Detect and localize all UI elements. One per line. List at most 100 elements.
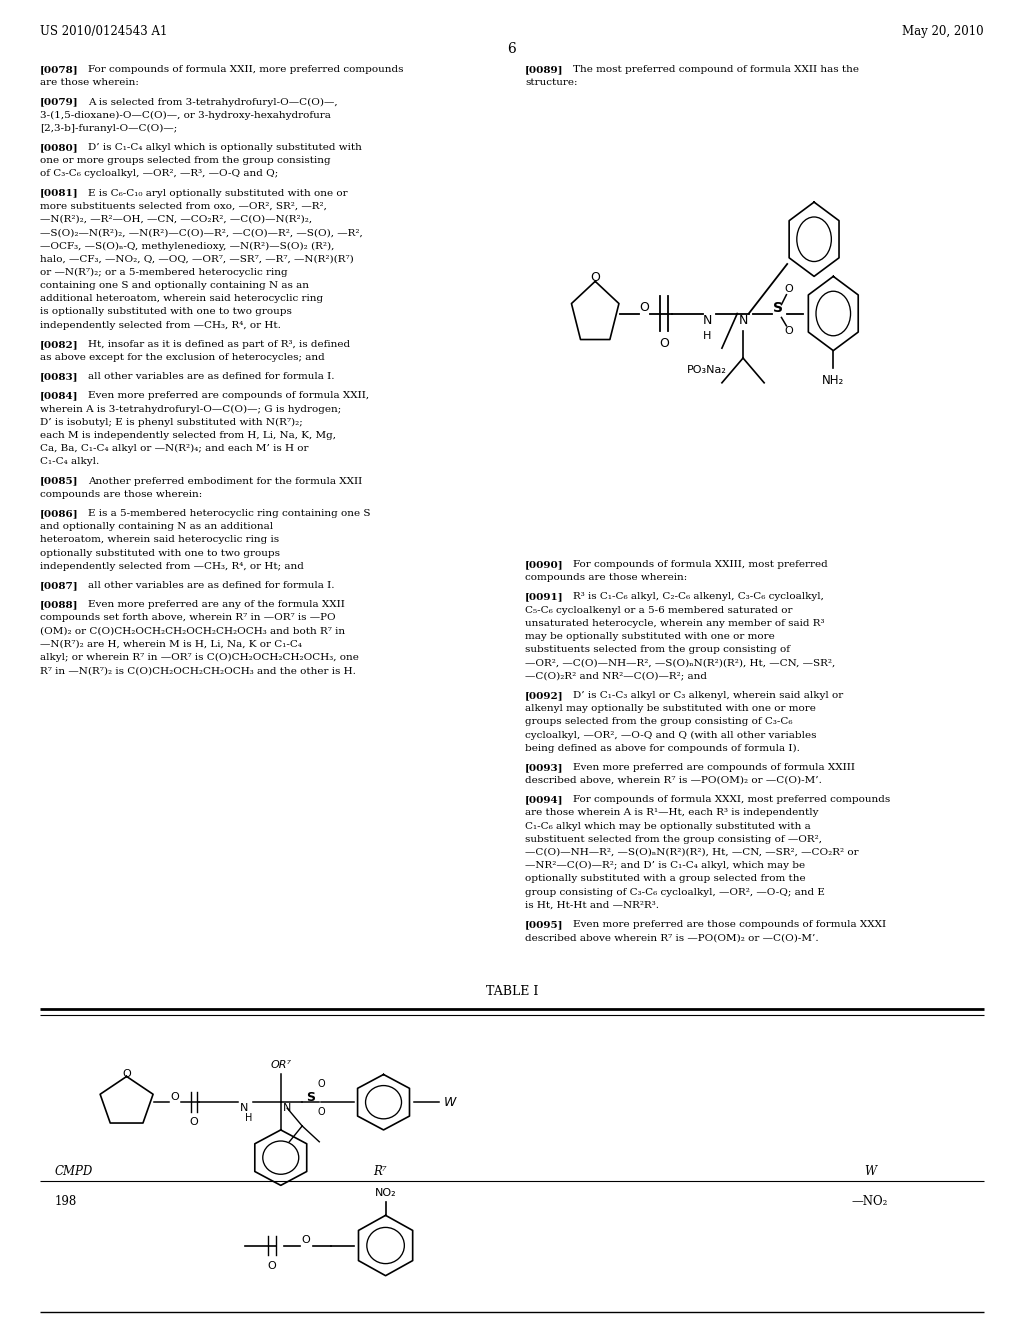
Text: [0093]: [0093] xyxy=(525,763,563,772)
Text: R⁷: R⁷ xyxy=(373,1166,387,1177)
Text: [0091]: [0091] xyxy=(525,593,563,602)
Text: substituent selected from the group consisting of —OR²,: substituent selected from the group cons… xyxy=(525,834,822,843)
Text: described above wherein R⁷ is —PO(OM)₂ or —C(O)-M’.: described above wherein R⁷ is —PO(OM)₂ o… xyxy=(525,933,818,942)
Text: OR⁷: OR⁷ xyxy=(270,1060,291,1069)
Text: S: S xyxy=(772,301,782,314)
Text: H: H xyxy=(703,331,712,341)
Text: one or more groups selected from the group consisting: one or more groups selected from the gro… xyxy=(40,156,331,165)
Text: O: O xyxy=(317,1107,326,1117)
Text: [0085]: [0085] xyxy=(40,477,79,486)
Text: Even more preferred are compounds of formula XXII,: Even more preferred are compounds of for… xyxy=(88,392,369,400)
Text: W: W xyxy=(864,1166,877,1177)
Text: —C(O)₂R² and NR²—C(O)—R²; and: —C(O)₂R² and NR²—C(O)—R²; and xyxy=(525,672,707,681)
Text: halo, —CF₃, —NO₂, Q, —OQ, —OR⁷, —SR⁷, —R⁷, —N(R²)(R⁷): halo, —CF₃, —NO₂, Q, —OQ, —OR⁷, —SR⁷, —R… xyxy=(40,255,353,264)
Text: alkyl; or wherein R⁷ in —OR⁷ is C(O)CH₂OCH₂CH₂OCH₃, one: alkyl; or wherein R⁷ in —OR⁷ is C(O)CH₂O… xyxy=(40,653,358,663)
Text: For compounds of formula XXXI, most preferred compounds: For compounds of formula XXXI, most pref… xyxy=(573,795,890,804)
Text: each M is independently selected from H, Li, Na, K, Mg,: each M is independently selected from H,… xyxy=(40,432,336,440)
Text: Ht, insofar as it is defined as part of R³, is defined: Ht, insofar as it is defined as part of … xyxy=(88,339,350,348)
Text: independently selected from —CH₃, R⁴, or Ht.: independently selected from —CH₃, R⁴, or… xyxy=(40,321,281,330)
Text: —OCF₃, —S(O)ₙ-Q, methylenedioxy, —N(R²)—S(O)₂ (R²),: —OCF₃, —S(O)ₙ-Q, methylenedioxy, —N(R²)—… xyxy=(40,242,335,251)
Text: [0082]: [0082] xyxy=(40,339,79,348)
Text: substituents selected from the group consisting of: substituents selected from the group con… xyxy=(525,645,790,655)
Text: For compounds of formula XXII, more preferred compounds: For compounds of formula XXII, more pref… xyxy=(88,65,403,74)
Text: D’ is isobutyl; E is phenyl substituted with N(R⁷)₂;: D’ is isobutyl; E is phenyl substituted … xyxy=(40,418,303,426)
Text: [0089]: [0089] xyxy=(525,65,563,74)
Text: being defined as above for compounds of formula I).: being defined as above for compounds of … xyxy=(525,743,800,752)
Text: group consisting of C₃-C₆ cycloalkyl, —OR², —O-Q; and E: group consisting of C₃-C₆ cycloalkyl, —O… xyxy=(525,887,825,896)
Text: The most preferred compound of formula XXII has the: The most preferred compound of formula X… xyxy=(573,65,859,74)
Text: TABLE I: TABLE I xyxy=(485,985,539,998)
Text: cycloalkyl, —OR², —O-Q and Q (with all other variables: cycloalkyl, —OR², —O-Q and Q (with all o… xyxy=(525,730,816,739)
Text: D’ is C₁-C₃ alkyl or C₃ alkenyl, wherein said alkyl or: D’ is C₁-C₃ alkyl or C₃ alkenyl, wherein… xyxy=(573,690,843,700)
Text: [0083]: [0083] xyxy=(40,372,79,381)
Text: N: N xyxy=(283,1104,292,1113)
Text: O: O xyxy=(170,1093,179,1102)
Text: Even more preferred are compounds of formula XXIII: Even more preferred are compounds of for… xyxy=(573,763,855,772)
Text: —S(O)₂—N(R²)₂, —N(R²)—C(O)—R², —C(O)—R², —S(O), —R²,: —S(O)₂—N(R²)₂, —N(R²)—C(O)—R², —C(O)—R²,… xyxy=(40,228,362,238)
Text: all other variables are as defined for formula I.: all other variables are as defined for f… xyxy=(88,581,335,590)
Text: R³ is C₁-C₆ alkyl, C₂-C₆ alkenyl, C₃-C₆ cycloalkyl,: R³ is C₁-C₆ alkyl, C₂-C₆ alkenyl, C₃-C₆ … xyxy=(573,593,824,602)
Text: O: O xyxy=(659,337,670,350)
Text: [0092]: [0092] xyxy=(525,690,563,700)
Text: optionally substituted with one to two groups: optionally substituted with one to two g… xyxy=(40,549,280,557)
Text: all other variables are as defined for formula I.: all other variables are as defined for f… xyxy=(88,372,335,381)
Text: C₁-C₆ alkyl which may be optionally substituted with a: C₁-C₆ alkyl which may be optionally subs… xyxy=(525,821,811,830)
Text: [0087]: [0087] xyxy=(40,581,79,590)
Text: —N(R²)₂, —R²—OH, —CN, —CO₂R², —C(O)—N(R²)₂,: —N(R²)₂, —R²—OH, —CN, —CO₂R², —C(O)—N(R²… xyxy=(40,215,312,224)
Text: S: S xyxy=(306,1090,315,1104)
Text: compounds are those wherein:: compounds are those wherein: xyxy=(40,490,203,499)
Text: O: O xyxy=(317,1080,326,1089)
Text: N: N xyxy=(738,314,748,327)
Text: Even more preferred are those compounds of formula XXXI: Even more preferred are those compounds … xyxy=(573,920,886,929)
Text: [0084]: [0084] xyxy=(40,392,79,400)
Text: E is a 5-membered heterocyclic ring containing one S: E is a 5-membered heterocyclic ring cont… xyxy=(88,510,371,517)
Text: optionally substituted with a group selected from the: optionally substituted with a group sele… xyxy=(525,874,806,883)
Text: NH₂: NH₂ xyxy=(822,374,845,387)
Text: compounds set forth above, wherein R⁷ in —OR⁷ is —PO: compounds set forth above, wherein R⁷ in… xyxy=(40,614,336,623)
Text: CMPD: CMPD xyxy=(55,1166,93,1177)
Text: additional heteroatom, wherein said heterocyclic ring: additional heteroatom, wherein said hete… xyxy=(40,294,324,304)
Text: US 2010/0124543 A1: US 2010/0124543 A1 xyxy=(40,25,167,38)
Text: [0086]: [0086] xyxy=(40,510,79,517)
Text: O: O xyxy=(784,326,794,335)
Text: containing one S and optionally containing N as an: containing one S and optionally containi… xyxy=(40,281,309,290)
Text: alkenyl may optionally be substituted with one or more: alkenyl may optionally be substituted wi… xyxy=(525,704,816,713)
Text: C₅-C₆ cycloalkenyl or a 5-6 membered saturated or: C₅-C₆ cycloalkenyl or a 5-6 membered sat… xyxy=(525,606,793,615)
Text: [0078]: [0078] xyxy=(40,65,79,74)
Text: H: H xyxy=(245,1113,252,1123)
Text: is Ht, Ht-Ht and —NR²R³.: is Ht, Ht-Ht and —NR²R³. xyxy=(525,900,659,909)
Text: A is selected from 3-tetrahydrofuryl-O—C(O)—,: A is selected from 3-tetrahydrofuryl-O—C… xyxy=(88,98,338,107)
Text: O: O xyxy=(122,1069,131,1078)
Text: heteroatom, wherein said heterocyclic ring is: heteroatom, wherein said heterocyclic ri… xyxy=(40,536,280,544)
Text: 198: 198 xyxy=(55,1195,77,1208)
Text: are those wherein A is R¹—Ht, each R³ is independently: are those wherein A is R¹—Ht, each R³ is… xyxy=(525,808,818,817)
Text: NO₂: NO₂ xyxy=(375,1188,396,1197)
Text: described above, wherein R⁷ is —PO(OM)₂ or —C(O)-M’.: described above, wherein R⁷ is —PO(OM)₂ … xyxy=(525,776,822,785)
Text: C₁-C₄ alkyl.: C₁-C₄ alkyl. xyxy=(40,458,99,466)
Text: O: O xyxy=(268,1261,276,1271)
Text: O: O xyxy=(639,301,649,314)
Text: compounds are those wherein:: compounds are those wherein: xyxy=(525,573,687,582)
Text: wherein A is 3-tetrahydrofuryl-O—C(O)—; G is hydrogen;: wherein A is 3-tetrahydrofuryl-O—C(O)—; … xyxy=(40,405,341,413)
Text: as above except for the exclusion of heterocycles; and: as above except for the exclusion of het… xyxy=(40,352,325,362)
Text: O: O xyxy=(590,272,600,284)
Text: O: O xyxy=(784,284,794,294)
Text: —OR², —C(O)—NH—R², —S(O)ₙN(R²)(R²), Ht, —CN, —SR²,: —OR², —C(O)—NH—R², —S(O)ₙN(R²)(R²), Ht, … xyxy=(525,659,836,668)
Text: or —N(R⁷)₂; or a 5-membered heterocyclic ring: or —N(R⁷)₂; or a 5-membered heterocyclic… xyxy=(40,268,288,277)
Text: W: W xyxy=(443,1096,456,1109)
Text: [0094]: [0094] xyxy=(525,795,563,804)
Text: For compounds of formula XXIII, most preferred: For compounds of formula XXIII, most pre… xyxy=(573,560,827,569)
Text: and optionally containing N as an additional: and optionally containing N as an additi… xyxy=(40,523,273,531)
Text: O: O xyxy=(301,1234,310,1245)
Text: [0090]: [0090] xyxy=(525,560,563,569)
Text: unsaturated heterocycle, wherein any member of said R³: unsaturated heterocycle, wherein any mem… xyxy=(525,619,824,628)
Text: O: O xyxy=(189,1117,199,1127)
Text: R⁷ in —N(R⁷)₂ is C(O)CH₂OCH₂CH₂OCH₃ and the other is H.: R⁷ in —N(R⁷)₂ is C(O)CH₂OCH₂CH₂OCH₃ and … xyxy=(40,667,356,676)
Text: independently selected from —CH₃, R⁴, or Ht; and: independently selected from —CH₃, R⁴, or… xyxy=(40,562,304,570)
Text: are those wherein:: are those wherein: xyxy=(40,78,139,87)
Text: [0080]: [0080] xyxy=(40,143,79,152)
Text: [0079]: [0079] xyxy=(40,98,79,107)
Text: may be optionally substituted with one or more: may be optionally substituted with one o… xyxy=(525,632,775,642)
Text: —NR²—C(O)—R²; and D’ is C₁-C₄ alkyl, which may be: —NR²—C(O)—R²; and D’ is C₁-C₄ alkyl, whi… xyxy=(525,861,805,870)
Text: [0081]: [0081] xyxy=(40,189,79,198)
